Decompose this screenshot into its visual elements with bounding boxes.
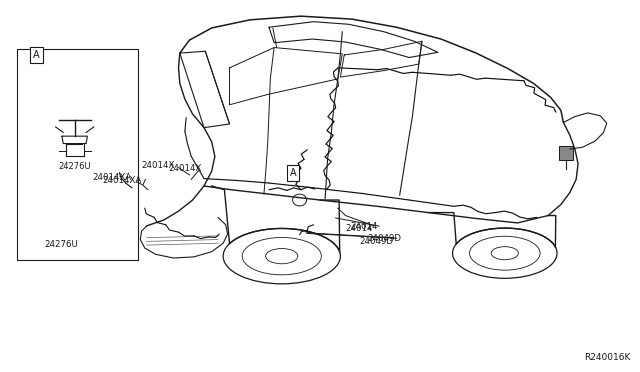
Bar: [559, 146, 573, 160]
Text: 24014XA: 24014XA: [102, 176, 141, 185]
Text: 24276U: 24276U: [44, 240, 78, 249]
Text: 24014X: 24014X: [141, 161, 175, 170]
Text: 24049D: 24049D: [368, 234, 402, 243]
Text: 24014: 24014: [350, 222, 378, 231]
Text: 24014: 24014: [346, 224, 373, 233]
Text: A: A: [33, 50, 40, 60]
Text: A: A: [290, 168, 296, 178]
Text: 24014XA: 24014XA: [92, 173, 131, 182]
Text: 24014X: 24014X: [168, 164, 202, 173]
Text: R240016K: R240016K: [584, 353, 631, 362]
Text: 24049D: 24049D: [360, 237, 394, 246]
Bar: [17, 49, 138, 260]
Text: 24276U: 24276U: [58, 162, 91, 171]
